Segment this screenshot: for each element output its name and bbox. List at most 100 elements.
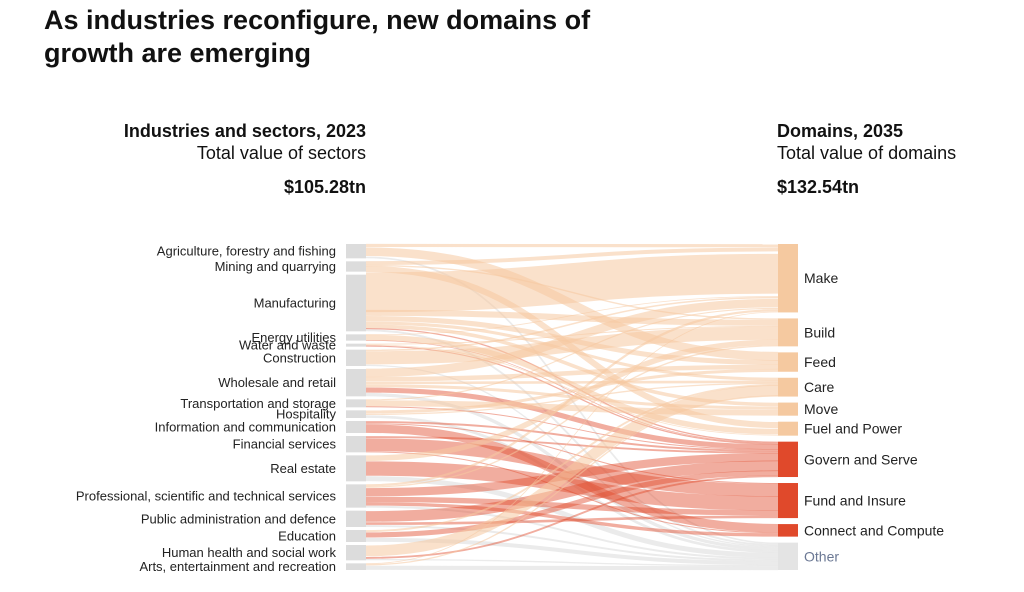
flow-professional-scientific-and-technical-services-to-connect-and-compute: [365, 502, 779, 537]
flow-information-and-communication-to-connect-and-compute: [365, 424, 779, 533]
source-node-public-administration-and-defence: [346, 510, 366, 527]
target-node-other: [778, 542, 798, 570]
flow-transportation-and-storage-to-make: [365, 307, 779, 401]
flow-information-and-communication-to-fund-and-insure: [365, 423, 779, 485]
target-label-fund-and-insure: Fund and Insure: [804, 493, 906, 509]
source-node-real-estate: [346, 455, 366, 482]
left-header-subtitle: Total value of sectors: [196, 143, 366, 163]
flow-professional-scientific-and-technical-services-to-fund-and-insure: [365, 496, 779, 516]
right-header-subtitle: Total value of domains: [777, 143, 957, 163]
source-label-information-and-communication: Information and communication: [155, 420, 336, 435]
source-node-information-and-communication: [346, 421, 366, 433]
target-label-feed: Feed: [804, 354, 836, 370]
flow-arts-entertainment-and-recreation-to-care: [365, 395, 779, 566]
target-node-care: [778, 377, 798, 397]
source-node-hospitality: [346, 410, 366, 418]
flow-professional-scientific-and-technical-services-to-make: [365, 309, 779, 487]
chart-title: As industries reconfigure, new domains o…: [44, 5, 591, 68]
flow-real-estate-to-build: [365, 339, 779, 461]
flow-construction-to-other: [365, 364, 779, 548]
source-node-transportation-and-storage: [346, 399, 366, 408]
source-label-hospitality: Hospitality: [276, 407, 336, 422]
source-node-financial-services: [346, 436, 366, 453]
source-label-public-administration-and-defence: Public administration and defence: [141, 511, 336, 526]
flow-wholesale-and-retail-to-care: [365, 380, 779, 385]
left-header: Industries and sectors, 2023 Total value…: [124, 120, 366, 198]
flow-financial-services-to-govern-and-serve: [365, 436, 779, 454]
source-node-energy-utilities: [346, 334, 366, 341]
source-label-water-and-waste: Water and waste: [239, 338, 336, 353]
target-label-build: Build: [804, 324, 835, 340]
source-node-education: [346, 530, 366, 542]
flow-human-health-and-social-work-to-other: [365, 558, 779, 567]
right-header-title: Domains, 2035: [777, 121, 904, 141]
source-label-professional-scientific-and-technical-services: Professional, scientific and technical s…: [76, 489, 337, 504]
target-node-connect-and-compute: [778, 524, 798, 537]
flow-real-estate-to-other: [365, 476, 779, 558]
target-node-move: [778, 402, 798, 416]
source-label-construction: Construction: [263, 350, 336, 365]
source-node-arts-entertainment-and-recreation: [346, 563, 366, 570]
target-label-connect-and-compute: Connect and Compute: [804, 522, 944, 538]
source-node-construction: [346, 349, 366, 366]
source-label-energy-utilities: Energy utilities: [251, 330, 336, 345]
right-header-total: $132.54tn: [777, 177, 860, 197]
flow-public-administration-and-defence-to-govern-and-serve: [365, 460, 779, 522]
flow-public-administration-and-defence-to-other: [365, 525, 779, 562]
flow-transportation-and-storage-to-move: [365, 400, 779, 416]
flow-hospitality-to-other: [365, 415, 779, 553]
target-label-move: Move: [804, 401, 838, 417]
chart-labels: Agriculture, forestry and fishingMining …: [76, 244, 944, 575]
target-node-fuel-and-power: [778, 421, 798, 436]
source-label-financial-services: Financial services: [233, 437, 337, 452]
flow-arts-entertainment-and-recreation-to-make: [365, 311, 779, 565]
source-label-arts-entertainment-and-recreation: Arts, entertainment and recreation: [139, 559, 336, 574]
left-header-title: Industries and sectors, 2023: [123, 121, 366, 141]
flow-financial-services-to-connect-and-compute: [365, 451, 779, 534]
flow-human-health-and-social-work-to-govern-and-serve: [365, 475, 779, 559]
flow-wholesale-and-retail-to-make: [365, 298, 779, 378]
flow-professional-scientific-and-technical-services-to-build: [365, 345, 779, 488]
source-node-manufacturing: [346, 274, 366, 332]
right-header: Domains, 2035 Total value of domains $13…: [777, 120, 956, 198]
flow-energy-utilities-to-fuel-and-power: [365, 334, 779, 435]
target-node-build: [778, 318, 798, 347]
source-node-water-and-waste: [346, 343, 366, 347]
flow-construction-to-make: [365, 296, 779, 352]
flow-wholesale-and-retail-to-feed: [365, 364, 779, 382]
source-label-real-estate: Real estate: [270, 461, 336, 476]
target-node-make: [778, 244, 798, 313]
flow-professional-scientific-and-technical-services-to-other: [365, 505, 779, 560]
target-node-govern-and-serve: [778, 441, 798, 478]
source-label-transportation-and-storage: Transportation and storage: [180, 396, 336, 411]
left-header-total: $105.28tn: [283, 177, 366, 197]
flow-human-health-and-social-work-to-care: [365, 385, 779, 557]
flow-links: [365, 243, 779, 571]
source-label-wholesale-and-retail: Wholesale and retail: [218, 375, 336, 390]
flow-hospitality-to-feed: [365, 368, 779, 414]
chart-nodes: [346, 244, 798, 570]
target-label-govern-and-serve: Govern and Serve: [804, 451, 918, 467]
source-label-human-health-and-social-work: Human health and social work: [162, 545, 337, 560]
target-label-fuel-and-power: Fuel and Power: [804, 421, 902, 437]
flow-mining-and-quarrying-to-make: [365, 247, 779, 266]
source-label-agriculture-forestry-and-fishing: Agriculture, forestry and fishing: [157, 244, 336, 259]
flow-information-and-communication-to-govern-and-serve: [365, 421, 779, 452]
flow-real-estate-to-fund-and-insure: [365, 461, 779, 511]
flow-manufacturing-to-make: [365, 253, 779, 313]
target-node-feed: [778, 352, 798, 372]
source-label-education: Education: [278, 529, 336, 544]
flow-energy-utilities-to-make: [365, 295, 779, 336]
target-label-other: Other: [804, 548, 839, 564]
flow-manufacturing-to-build: [365, 309, 779, 326]
source-label-mining-and-quarrying: Mining and quarrying: [215, 259, 336, 274]
target-node-fund-and-insure: [778, 483, 798, 519]
source-node-agriculture-forestry-and-fishing: [346, 244, 366, 259]
target-label-care: Care: [804, 379, 835, 395]
source-node-human-health-and-social-work: [346, 545, 366, 561]
source-node-wholesale-and-retail: [346, 369, 366, 397]
flow-construction-to-build: [365, 326, 779, 365]
flow-education-to-govern-and-serve: [365, 470, 779, 538]
source-label-manufacturing: Manufacturing: [254, 296, 336, 311]
